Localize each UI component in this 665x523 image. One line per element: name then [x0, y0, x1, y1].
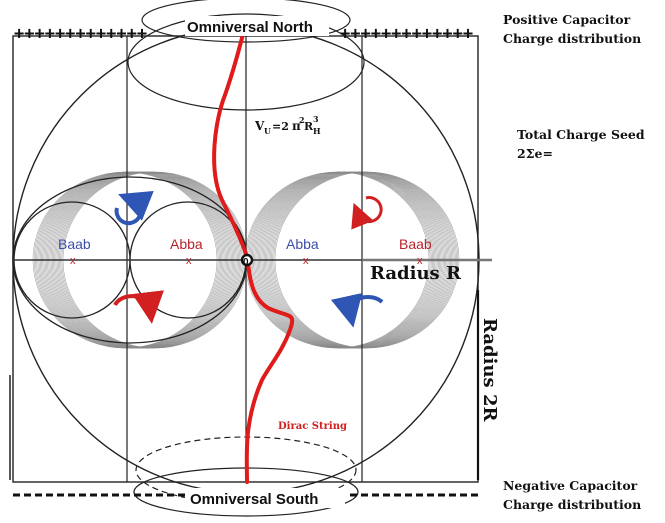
label-center: 0: [243, 257, 249, 268]
volume-pi: π: [292, 119, 301, 133]
label-right-outer: Baab: [399, 236, 432, 252]
positive-plus-row-left: +++++++++++++: [14, 24, 147, 44]
south-label-bg: [185, 488, 345, 508]
cross-right-inner: x: [303, 255, 309, 267]
dirac-string-label: Dirac String: [278, 421, 347, 432]
volume-v: V: [254, 119, 265, 133]
positive-note-line1: Positive Capacitor: [503, 12, 631, 27]
radius-2r-label: Radius 2R: [479, 318, 500, 422]
red-rotation-arrow-bottom-left: [113, 290, 164, 324]
dirac-string: [212, 20, 295, 484]
seed-note-line1: Total Charge Seed: [517, 127, 645, 142]
volume-r-sub: H: [313, 126, 321, 136]
north-label-bg: [185, 16, 329, 36]
north-label: Omniversal North: [187, 19, 313, 36]
volume-formula: V U =2 π 2 R H 3: [254, 114, 321, 136]
volume-pi-exp: 2: [299, 115, 305, 125]
south-label: Omniversal South: [190, 491, 318, 508]
blue-rotation-arrow-top-left: [114, 191, 154, 226]
positive-plus-row-right: +++++++++++++: [340, 24, 473, 44]
cross-left-outer: x: [70, 255, 76, 267]
red-rotation-arrow-top-right: [351, 196, 383, 230]
cross-left-inner: x: [186, 255, 192, 267]
negative-note-line2: Charge distribution: [503, 497, 641, 512]
volume-sub-u: U: [264, 126, 271, 136]
blue-rotation-arrow-bottom-right: [330, 292, 384, 328]
center-point: [240, 253, 254, 267]
label-right-inner: Abba: [286, 236, 319, 252]
label-left-inner: Abba: [170, 236, 203, 252]
label-left-outer: Baab: [58, 236, 91, 252]
positive-note-line2: Charge distribution: [503, 31, 641, 46]
volume-r-exp: 3: [313, 114, 319, 124]
radius-r-label: Radius R: [370, 263, 462, 284]
volume-r: R: [304, 120, 314, 133]
cross-right-outer: x: [417, 255, 423, 267]
volume-eq: =2: [272, 120, 289, 133]
seed-note-line2: 2Σe=: [517, 146, 553, 161]
negative-note-line1: Negative Capacitor: [503, 478, 638, 493]
